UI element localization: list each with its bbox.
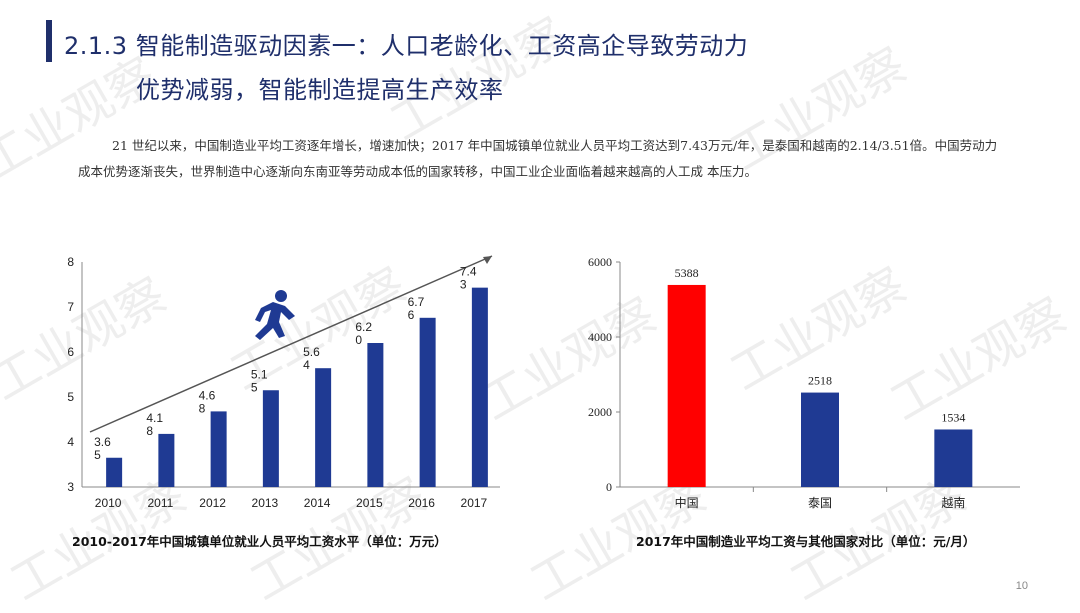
bar (667, 284, 706, 487)
data-label: 6 (408, 308, 415, 322)
data-label: 8 (146, 424, 153, 438)
page-title: 2.1.3 智能制造驱动因素一：人口老龄化、工资高企导致劳动力 (64, 32, 749, 60)
x-tick-label: 2017 (461, 496, 488, 510)
data-label: 5.1 (251, 367, 268, 381)
data-label: 6.2 (355, 320, 372, 334)
x-tick-label: 2010 (95, 496, 122, 510)
bar (210, 411, 227, 487)
wage-comparison-chart: 0 2000 4000 6000 5388 中国 2518 泰国 1534 越南 (560, 250, 1030, 520)
bar (262, 390, 279, 487)
y-tick-label: 2000 (588, 405, 612, 419)
data-label: 4.6 (199, 388, 216, 402)
bar (106, 457, 123, 487)
body-paragraph: 21 世纪以来，中国制造业平均工资逐年增长，增速加快；2017 年中国城镇单位就… (78, 138, 998, 179)
data-label: 3.6 (94, 435, 111, 449)
data-label: 7.4 (460, 265, 477, 279)
running-person-icon (255, 290, 295, 340)
wage-trend-caption: 2010-2017年中国城镇单位就业人员平均工资水平（单位：万元） (72, 534, 447, 549)
bar (801, 392, 839, 487)
page-number: 10 (1015, 580, 1028, 592)
bar (419, 317, 436, 487)
x-tick-label: 2014 (304, 496, 331, 510)
bar (934, 429, 973, 487)
data-label: 4.1 (146, 411, 163, 425)
data-label: 8 (199, 401, 206, 415)
x-tick-label: 越南 (941, 495, 965, 510)
x-tick-label: 2016 (408, 496, 435, 510)
bar (471, 287, 488, 487)
trend-arrow-head (483, 256, 492, 264)
y-tick-label: 8 (67, 255, 74, 269)
bar (315, 368, 332, 487)
y-tick-label: 4000 (588, 330, 612, 344)
y-tick-label: 3 (67, 480, 74, 494)
x-tick-label: 2012 (199, 496, 226, 510)
x-tick-label: 2013 (252, 496, 279, 510)
y-tick-label: 4 (67, 435, 74, 449)
wage-comparison-caption: 2017年中国制造业平均工资与其他国家对比（单位：元/月） (636, 534, 976, 549)
x-tick-label: 2015 (356, 496, 383, 510)
y-tick-label: 6 (67, 345, 74, 359)
data-label: 4 (303, 358, 310, 372)
bar (367, 343, 384, 487)
wage-trend-chart: 3 4 5 6 7 8 3.6 5 2010 4.1 8 2011 4.6 8 2012 5.1 5 2013 5.… (60, 250, 510, 520)
data-label: 2518 (808, 374, 832, 388)
x-tick-label: 泰国 (808, 496, 832, 510)
title-accent-bar (46, 20, 52, 62)
data-label: 5388 (675, 266, 699, 280)
y-tick-label: 6000 (588, 255, 612, 269)
data-label: 6.7 (408, 295, 425, 309)
data-label: 5 (94, 448, 101, 462)
y-tick-label: 5 (67, 390, 74, 404)
data-label: 5 (251, 380, 258, 394)
data-label: 0 (355, 333, 362, 347)
y-tick-label: 0 (606, 480, 612, 494)
x-tick-label: 中国 (675, 495, 699, 510)
bar (158, 433, 175, 487)
trend-arrow-line (89, 255, 493, 433)
y-tick-label: 7 (67, 300, 74, 314)
data-label: 5.6 (303, 345, 320, 359)
data-label: 3 (460, 278, 467, 292)
x-tick-label: 2011 (147, 496, 173, 510)
data-label: 1534 (941, 410, 965, 424)
page-subtitle: 优势减弱，智能制造提高生产效率 (136, 76, 504, 104)
